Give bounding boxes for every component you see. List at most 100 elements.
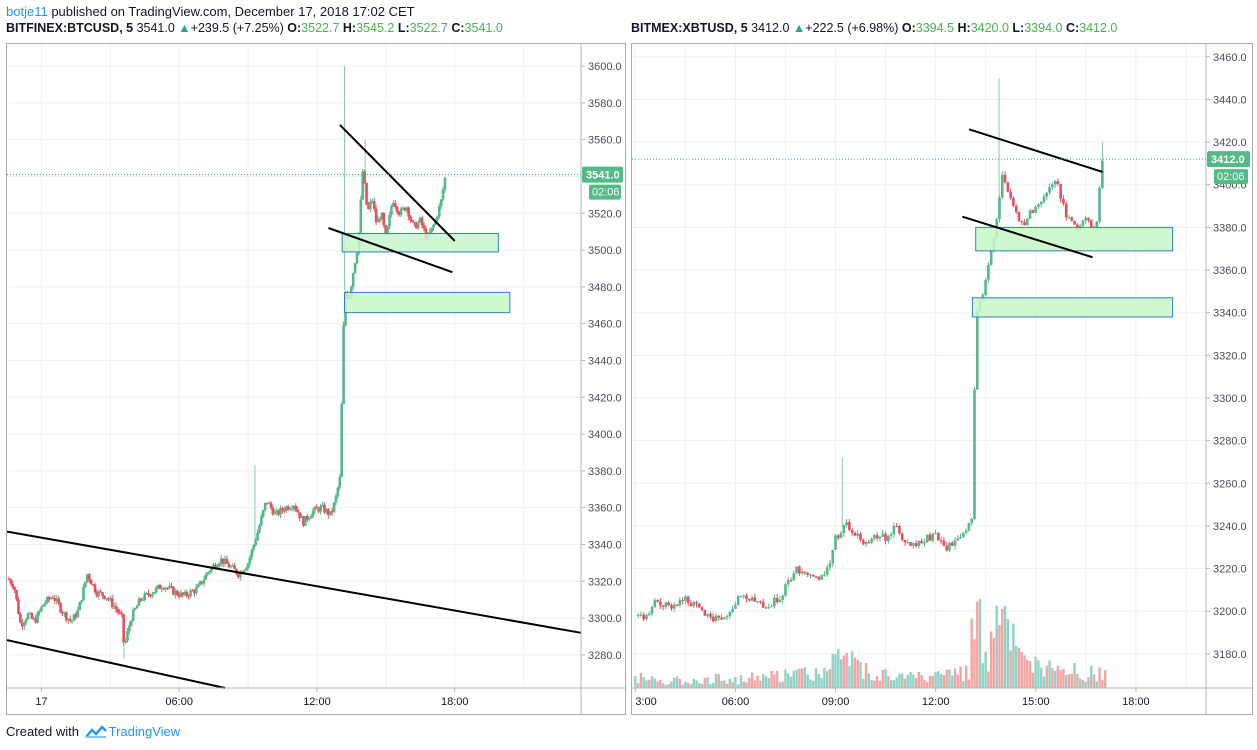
candle-body bbox=[72, 614, 76, 621]
volume-bar bbox=[1056, 665, 1060, 688]
high-label: H: bbox=[957, 21, 971, 35]
volume-bar bbox=[739, 675, 743, 688]
symbol-label[interactable]: BITMEX:XBTUSD, 5 bbox=[631, 21, 748, 35]
volume-bar bbox=[981, 663, 985, 688]
candle-body bbox=[867, 542, 871, 544]
volume-bar bbox=[773, 674, 776, 688]
candle-body bbox=[653, 600, 657, 608]
candle-body bbox=[823, 574, 826, 576]
countdown-badge bbox=[589, 184, 621, 200]
volume-bar bbox=[914, 677, 918, 688]
candle-body bbox=[917, 541, 921, 547]
volume-bar bbox=[789, 676, 793, 688]
volume-bar bbox=[987, 671, 990, 688]
published-text: published on TradingView.com, December 1… bbox=[51, 4, 415, 19]
volume-bar bbox=[756, 675, 759, 688]
support-zone-rect bbox=[344, 291, 511, 314]
chart-canvas[interactable]: 3280.0 3300.0 3320.0 3340.0 3360.0 3380.0 3400… bbox=[7, 44, 625, 714]
volume-bar bbox=[1037, 660, 1040, 688]
candle-body bbox=[892, 525, 896, 535]
candle-body bbox=[942, 540, 946, 546]
candle-body bbox=[26, 613, 30, 620]
price-tick-label: 3280.0 bbox=[1213, 436, 1247, 448]
candle-body bbox=[206, 572, 210, 575]
candle-body bbox=[84, 581, 87, 587]
volume-bar bbox=[1023, 655, 1026, 688]
candle-body bbox=[216, 566, 219, 568]
price-tick-label: 3320.0 bbox=[588, 576, 622, 588]
volume-bar bbox=[1051, 668, 1054, 688]
volume-bar bbox=[1067, 674, 1071, 688]
price-tick-label: 3420.0 bbox=[588, 392, 622, 404]
chart-xbtusd[interactable]: 3180.0 3200.0 3220.0 3240.0 3260.0 3280.0 3300… bbox=[631, 43, 1253, 715]
candle-body bbox=[93, 584, 97, 593]
volume-bar bbox=[828, 669, 832, 688]
candle-body bbox=[11, 583, 15, 587]
volume-bar bbox=[723, 680, 726, 688]
price-tick-label: 3440.0 bbox=[588, 355, 622, 367]
candle-body bbox=[244, 568, 248, 571]
candle-body bbox=[80, 600, 83, 603]
candle-body bbox=[233, 565, 236, 570]
candle-body bbox=[1012, 198, 1015, 206]
candle-body bbox=[66, 618, 70, 621]
candle-body bbox=[325, 509, 328, 513]
candle-body bbox=[1059, 184, 1062, 199]
candle-body bbox=[806, 573, 809, 575]
candle-body bbox=[53, 598, 57, 601]
candle-body bbox=[931, 533, 935, 541]
candle-body bbox=[242, 570, 246, 574]
volume-bar bbox=[967, 679, 971, 688]
candle-body bbox=[678, 600, 682, 606]
candle-body bbox=[193, 590, 196, 594]
candle-body bbox=[263, 502, 267, 510]
volume-bar bbox=[964, 665, 968, 688]
volume-bar bbox=[689, 684, 693, 688]
chart-canvas[interactable]: 3180.0 3200.0 3220.0 3240.0 3260.0 3280.0 3300… bbox=[632, 44, 1252, 714]
volume-bar bbox=[806, 674, 809, 688]
candle-body bbox=[78, 602, 81, 611]
candle-body bbox=[948, 542, 951, 551]
candle-body bbox=[642, 614, 645, 620]
volume-bar bbox=[984, 651, 987, 688]
volume-bar bbox=[870, 680, 873, 688]
volume-bar bbox=[820, 678, 823, 688]
volume-bar bbox=[959, 666, 962, 688]
price-tick-label: 3200.0 bbox=[1213, 606, 1247, 618]
candle-body bbox=[1009, 191, 1012, 199]
candle-body bbox=[834, 535, 837, 550]
open-label: O: bbox=[901, 21, 916, 35]
candle-body bbox=[376, 219, 380, 223]
candle-body bbox=[973, 389, 976, 519]
candle-body bbox=[800, 571, 804, 574]
candle-body bbox=[392, 202, 395, 207]
candle-body bbox=[775, 597, 779, 603]
candle-body bbox=[97, 591, 101, 597]
candle-body bbox=[108, 598, 112, 600]
close-value: 3412.0 bbox=[1079, 21, 1118, 35]
volume-bar bbox=[973, 639, 976, 688]
candle-body bbox=[175, 590, 179, 596]
candle-body bbox=[152, 591, 156, 594]
candle-body bbox=[181, 592, 185, 596]
symbol-label[interactable]: BITFINEX:BTCUSD, 5 bbox=[6, 21, 134, 35]
trend-line bbox=[328, 227, 453, 274]
author-link[interactable]: botje11 bbox=[6, 4, 48, 19]
candle-body bbox=[731, 608, 734, 613]
candle-body bbox=[273, 512, 277, 515]
brand-link[interactable]: TradingView bbox=[108, 724, 181, 739]
chart-btcusd[interactable]: 3280.0 3300.0 3320.0 3340.0 3360.0 3380.0 3400… bbox=[6, 43, 626, 715]
volume-bar bbox=[864, 663, 868, 688]
candle-body bbox=[681, 600, 684, 602]
candle-body bbox=[359, 199, 363, 233]
candle-body bbox=[139, 598, 143, 601]
candle-body bbox=[792, 573, 796, 581]
candle-body bbox=[15, 590, 18, 600]
candle-body bbox=[319, 506, 322, 512]
low-value: 3522.7 bbox=[409, 21, 448, 35]
volume-bar bbox=[742, 681, 745, 688]
price-tick-label: 3340.0 bbox=[1213, 308, 1247, 320]
candle-body bbox=[290, 508, 294, 510]
candle-body bbox=[889, 534, 893, 536]
candle-body bbox=[196, 584, 200, 588]
